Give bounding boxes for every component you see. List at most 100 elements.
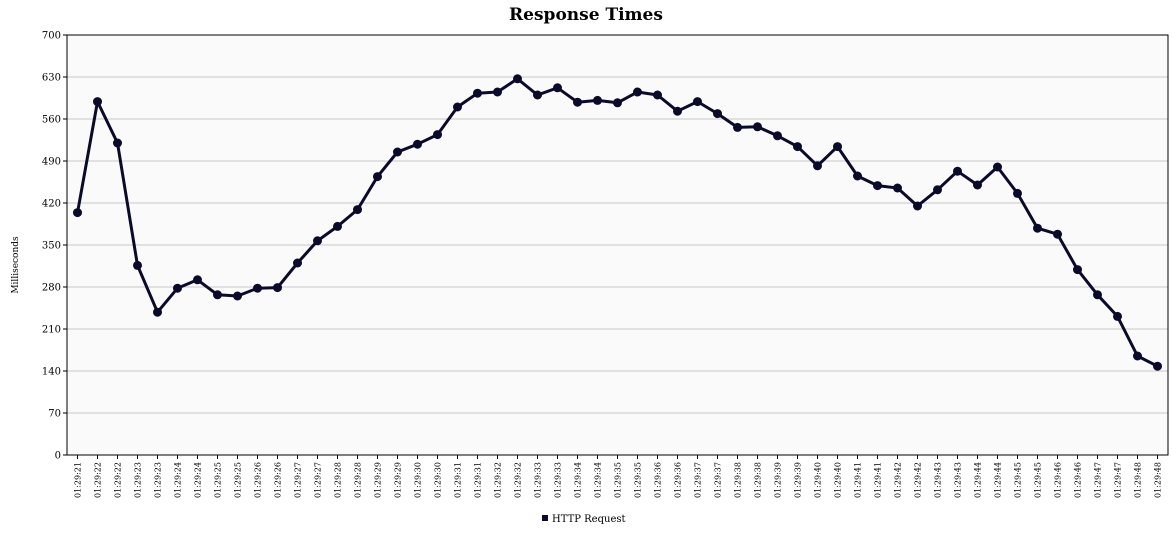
- data-point: [993, 163, 1002, 172]
- data-point: [593, 96, 602, 105]
- data-point: [433, 130, 442, 139]
- x-tick-label: 01:29:41: [854, 462, 863, 498]
- data-point: [73, 208, 82, 217]
- data-point: [573, 98, 582, 107]
- x-tick-label: 01:29:31: [454, 462, 463, 498]
- x-tick-label: 01:29:40: [814, 462, 823, 498]
- x-tick-label: 01:29:42: [914, 462, 923, 498]
- x-tick-label: 01:29:28: [334, 462, 343, 498]
- data-point: [673, 107, 682, 116]
- data-point: [913, 202, 922, 211]
- x-tick-label: 01:29:40: [834, 462, 843, 498]
- data-point: [1053, 230, 1062, 239]
- data-point: [313, 236, 322, 245]
- data-point: [813, 161, 822, 170]
- y-tick-label: 420: [42, 199, 61, 210]
- data-point: [893, 184, 902, 193]
- x-tick-label: 01:29:27: [294, 462, 303, 498]
- data-point: [633, 88, 642, 97]
- x-tick-label: 01:29:47: [1114, 462, 1123, 498]
- x-tick-label: 01:29:46: [1054, 462, 1063, 498]
- x-tick-label: 01:29:46: [1074, 462, 1083, 498]
- data-point: [453, 103, 462, 112]
- data-point: [773, 131, 782, 140]
- x-tick-label: 01:29:33: [554, 462, 563, 498]
- data-point: [213, 290, 222, 299]
- legend-label-http-request: HTTP Request: [552, 514, 626, 525]
- data-point: [733, 123, 742, 132]
- data-point: [1033, 224, 1042, 233]
- data-point: [713, 109, 722, 118]
- x-tick-label: 01:29:48: [1134, 462, 1143, 498]
- data-point: [1013, 189, 1022, 198]
- data-point: [1093, 290, 1102, 299]
- data-point: [833, 142, 842, 151]
- y-tick-label: 210: [42, 325, 61, 336]
- x-tick-label: 01:29:25: [234, 462, 243, 498]
- x-tick-label: 01:29:33: [534, 462, 543, 498]
- data-point: [193, 275, 202, 284]
- data-point: [413, 140, 422, 149]
- y-tick-label: 0: [55, 451, 61, 462]
- y-axis-label: Milliseconds: [11, 236, 21, 294]
- x-tick-label: 01:29:35: [614, 462, 623, 498]
- y-tick-label: 490: [42, 157, 61, 168]
- x-tick-label: 01:29:25: [214, 462, 223, 498]
- data-point: [613, 98, 622, 107]
- data-point: [133, 261, 142, 270]
- data-point: [1073, 265, 1082, 274]
- x-tick-label: 01:29:24: [174, 462, 183, 498]
- x-tick-label: 01:29:37: [714, 462, 723, 498]
- data-point: [653, 91, 662, 100]
- data-point: [493, 88, 502, 97]
- x-tick-label: 01:29:32: [514, 462, 523, 498]
- x-tick-label: 01:29:37: [694, 462, 703, 498]
- x-tick-label: 01:29:45: [1014, 462, 1023, 498]
- x-tick-label: 01:29:22: [94, 462, 103, 498]
- data-point: [233, 292, 242, 301]
- y-tick-label: 140: [42, 367, 61, 378]
- x-tick-label: 01:29:23: [154, 462, 163, 498]
- data-point: [553, 83, 562, 92]
- data-point: [253, 284, 262, 293]
- data-point: [373, 172, 382, 181]
- y-tick-label: 560: [42, 115, 61, 126]
- data-point: [293, 259, 302, 268]
- x-tick-label: 01:29:44: [994, 462, 1003, 498]
- data-point: [113, 139, 122, 148]
- data-point: [393, 148, 402, 157]
- data-point: [1113, 312, 1122, 321]
- data-point: [1133, 352, 1142, 361]
- x-tick-label: 01:29:38: [734, 462, 743, 498]
- x-tick-label: 01:29:23: [134, 462, 143, 498]
- x-tick-label: 01:29:24: [194, 462, 203, 498]
- data-point: [153, 308, 162, 317]
- x-tick-label: 01:29:29: [374, 462, 383, 498]
- x-tick-label: 01:29:44: [974, 462, 983, 498]
- data-point: [513, 74, 522, 83]
- x-tick-label: 01:29:34: [594, 462, 603, 498]
- x-tick-label: 01:29:22: [114, 462, 123, 498]
- legend: HTTP Request: [542, 514, 626, 525]
- data-point: [693, 97, 702, 106]
- data-point: [473, 89, 482, 98]
- x-tick-label: 01:29:27: [314, 462, 323, 498]
- x-tick-label: 01:29:26: [254, 462, 263, 498]
- x-tick-label: 01:29:26: [274, 462, 283, 498]
- x-tick-label: 01:29:34: [574, 462, 583, 498]
- data-point: [533, 91, 542, 100]
- data-point: [793, 142, 802, 151]
- data-point: [873, 181, 882, 190]
- x-tick-label: 01:29:45: [1034, 462, 1043, 498]
- x-tick-label: 01:29:48: [1154, 462, 1163, 498]
- data-point: [353, 205, 362, 214]
- data-point: [273, 283, 282, 292]
- x-tick-label: 01:29:30: [414, 462, 423, 498]
- x-tick-label: 01:29:38: [754, 462, 763, 498]
- x-tick-label: 01:29:30: [434, 462, 443, 498]
- x-tick-label: 01:29:35: [634, 462, 643, 498]
- data-point: [173, 284, 182, 293]
- x-tick-label: 01:29:31: [474, 462, 483, 498]
